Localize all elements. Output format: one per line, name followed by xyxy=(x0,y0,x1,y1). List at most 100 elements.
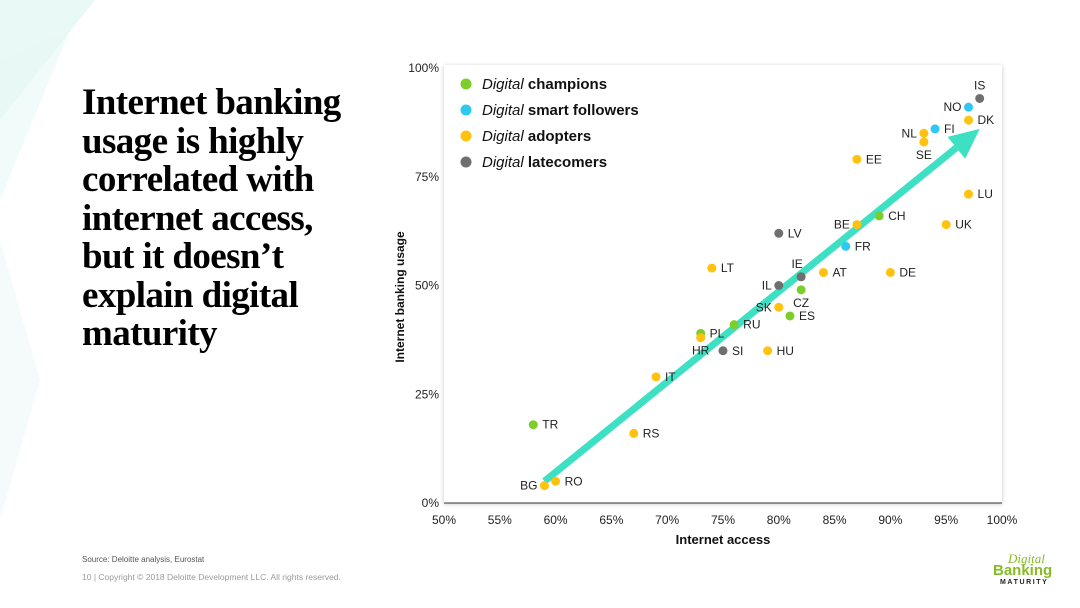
slide-headline: Internet banking usage is highly correla… xyxy=(82,82,402,354)
point-label: NL xyxy=(902,126,918,140)
data-point-ru xyxy=(729,320,739,330)
data-point-ee xyxy=(852,154,862,164)
point-label: PL xyxy=(710,326,725,340)
x-tick-label: 65% xyxy=(599,513,623,527)
data-point-lt xyxy=(707,263,717,273)
point-label: SK xyxy=(756,300,772,314)
y-tick-label: 25% xyxy=(415,387,439,401)
point-label: CH xyxy=(888,209,905,223)
x-tick-label: 55% xyxy=(488,513,512,527)
x-tick-label: 75% xyxy=(711,513,735,527)
point-label: RU xyxy=(743,318,760,332)
data-point-it xyxy=(651,372,661,382)
data-point-cz xyxy=(796,285,806,295)
data-point-at xyxy=(818,267,828,277)
data-point-be xyxy=(852,220,862,230)
point-label: DE xyxy=(899,265,916,279)
data-point-rs xyxy=(629,428,639,438)
headline-line: usage is highly xyxy=(82,120,304,162)
point-label: BE xyxy=(834,218,850,232)
legend-item: Digital adopters xyxy=(482,128,591,145)
headline-line: correlated with xyxy=(82,159,314,200)
data-point-bg xyxy=(539,481,549,491)
point-label: IS xyxy=(974,78,985,92)
legend-item: Digital smart followers xyxy=(482,102,639,119)
point-label: SE xyxy=(916,148,932,162)
data-point-ie xyxy=(796,272,806,282)
data-point-lv xyxy=(774,228,784,238)
x-tick-label: 85% xyxy=(823,513,847,527)
legend-item: Digital champions xyxy=(482,76,607,93)
x-tick-label: 90% xyxy=(878,513,902,527)
logo-line: Banking xyxy=(993,562,1053,579)
point-label: CZ xyxy=(793,296,809,310)
headline-line: Internet banking xyxy=(82,82,341,123)
y-axis-title: Internet banking usage xyxy=(393,231,407,363)
data-point-fr xyxy=(841,241,851,251)
headline-line: internet access, xyxy=(82,197,313,239)
data-point-tr xyxy=(528,420,538,430)
scatter-chart: 50% 55% 60% 65% 70% 75% 80% 85% 90% 95% 100% 0% 25% 5… xyxy=(393,61,1018,547)
data-point-dk xyxy=(964,115,974,125)
data-point-de xyxy=(885,267,895,277)
x-tick-label: 60% xyxy=(544,513,568,527)
y-tick-label: 0% xyxy=(422,496,440,510)
copyright-footer: 10 | Copyright © 2018 Deloitte Developme… xyxy=(82,572,341,582)
point-label: DK xyxy=(978,113,995,127)
x-tick-label: 70% xyxy=(655,513,679,527)
trend-arrow-shaft xyxy=(542,145,959,484)
legend-swatch xyxy=(460,130,472,142)
data-point-hr xyxy=(696,333,706,343)
point-label: ES xyxy=(799,309,815,323)
headline-line: maturity xyxy=(82,313,218,354)
data-point-ro xyxy=(551,476,561,486)
logo-line: Digital xyxy=(1008,551,1045,566)
point-label: LV xyxy=(788,226,802,240)
data-point-uk xyxy=(941,220,951,230)
headline-line: explain digital xyxy=(82,274,299,316)
data-point-se xyxy=(919,137,929,147)
data-point-no xyxy=(964,102,974,112)
data-point-fi xyxy=(930,124,940,134)
digital-banking-maturity-logo: Digital Banking MATURITY xyxy=(978,551,1066,591)
point-label: IL xyxy=(762,279,772,293)
y-tick-label: 75% xyxy=(415,170,439,184)
plot-area xyxy=(444,65,1002,503)
point-label: IE xyxy=(791,257,802,271)
legend-swatch xyxy=(460,156,472,168)
headline-line: but it doesn’t xyxy=(82,236,284,277)
point-label: RO xyxy=(565,474,583,488)
point-label: RS xyxy=(643,426,660,440)
point-label: UK xyxy=(955,218,972,232)
point-label: LU xyxy=(978,187,993,201)
y-tick-label: 50% xyxy=(415,279,439,293)
point-label: SI xyxy=(732,344,743,358)
point-label: TR xyxy=(542,418,558,432)
x-tick-label: 95% xyxy=(934,513,958,527)
point-label: HR xyxy=(692,344,710,358)
legend-swatch xyxy=(460,104,472,116)
data-point-nl xyxy=(919,128,929,138)
legend-swatch xyxy=(460,78,472,90)
data-point-ch xyxy=(874,211,884,221)
x-tick-label: 50% xyxy=(432,513,456,527)
point-label: BG xyxy=(520,479,537,493)
x-tick-label: 80% xyxy=(767,513,791,527)
source-note: Source: Deloitte analysis, Eurostat xyxy=(82,555,205,564)
point-label: HU xyxy=(777,344,794,358)
x-axis-title: Internet access xyxy=(676,532,771,547)
trend-arrow-head xyxy=(947,128,980,159)
point-label: LT xyxy=(721,261,735,275)
point-label: NO xyxy=(944,100,962,114)
logo-line: MATURITY xyxy=(1000,579,1049,586)
data-point-il xyxy=(774,281,784,290)
data-point-lu xyxy=(964,189,974,199)
point-label: AT xyxy=(832,265,847,279)
point-label: EE xyxy=(866,152,882,166)
x-tick-label: 100% xyxy=(987,513,1018,527)
data-point-hu xyxy=(763,346,773,356)
point-label: FR xyxy=(855,239,871,253)
point-label: IT xyxy=(665,370,676,384)
data-point-sk xyxy=(774,302,784,312)
point-label: FI xyxy=(944,122,955,136)
